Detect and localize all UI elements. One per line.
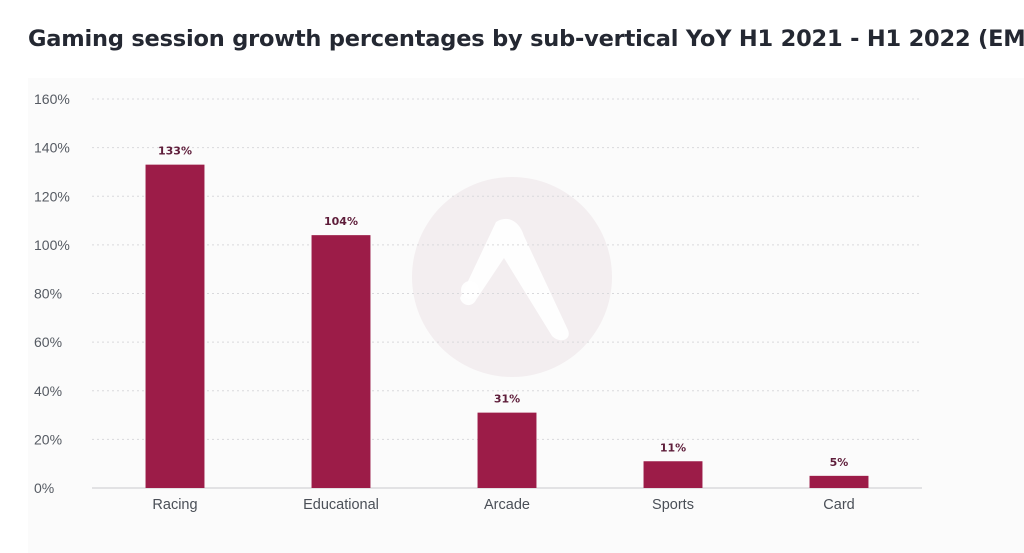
bar: [311, 235, 371, 488]
watermark-glyph: [460, 218, 569, 341]
y-tick-label: 140%: [34, 140, 70, 156]
watermark-circle: [412, 177, 612, 377]
data-label: 5%: [830, 456, 849, 469]
x-tick-label: Racing: [152, 497, 197, 513]
x-tick-label: Arcade: [484, 497, 530, 513]
bar: [643, 461, 703, 488]
x-axis-labels: Racing Educational Arcade Sports Card: [152, 497, 854, 513]
y-tick-label: 40%: [34, 383, 62, 399]
bar: [145, 164, 205, 489]
data-label: 133%: [158, 145, 192, 158]
y-tick-label: 20%: [34, 431, 62, 447]
y-tick-label: 80%: [34, 286, 62, 302]
y-tick-label: 0%: [34, 480, 54, 496]
data-label: 31%: [494, 393, 520, 406]
watermark-logo: [412, 177, 612, 377]
gridlines: [92, 98, 922, 440]
x-tick-label: Card: [823, 497, 854, 513]
chart-title: Gaming session growth percentages by sub…: [28, 26, 1024, 52]
data-label: 11%: [660, 441, 686, 454]
y-tick-label: 120%: [34, 188, 70, 204]
data-label: 104%: [324, 215, 358, 228]
y-axis-ticks: 0% 20% 40% 60% 80% 100% 120% 140% 160%: [34, 91, 70, 496]
bar: [809, 475, 869, 488]
watermark-glyph-dot: [461, 281, 479, 299]
y-tick-label: 60%: [34, 334, 62, 350]
x-tick-label: Educational: [303, 497, 379, 513]
data-labels: 133% 104% 31% 11% 5%: [158, 145, 848, 469]
y-tick-label: 160%: [34, 91, 70, 107]
bars: [145, 164, 869, 489]
bar: [477, 412, 537, 488]
x-tick-label: Sports: [652, 497, 694, 513]
y-tick-label: 100%: [34, 237, 70, 253]
